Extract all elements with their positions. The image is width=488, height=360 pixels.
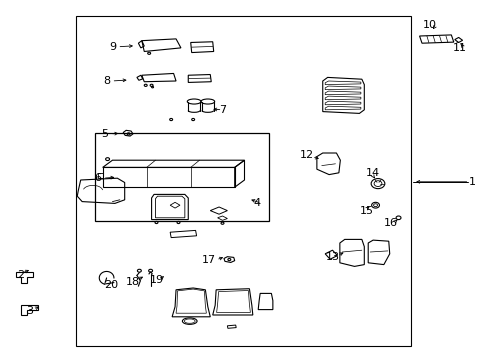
Bar: [95, 133, 268, 221]
Bar: [76, 16, 410, 346]
Text: 1: 1: [468, 177, 474, 187]
Text: 11: 11: [452, 42, 466, 53]
Text: 2: 2: [18, 270, 24, 280]
Text: 18: 18: [126, 277, 140, 287]
Text: 8: 8: [103, 76, 110, 86]
Text: 6: 6: [94, 173, 101, 183]
Text: 15: 15: [359, 206, 373, 216]
Text: 16: 16: [384, 218, 397, 228]
Text: 20: 20: [104, 280, 118, 290]
Text: 9: 9: [109, 42, 116, 52]
Text: 7: 7: [219, 105, 225, 115]
Text: 3: 3: [26, 306, 33, 316]
Text: 5: 5: [102, 129, 108, 139]
Text: 19: 19: [149, 275, 163, 285]
Text: 12: 12: [299, 150, 313, 160]
Text: 17: 17: [202, 255, 216, 265]
Text: 10: 10: [423, 20, 436, 30]
Text: 4: 4: [253, 198, 260, 208]
Text: 13: 13: [325, 252, 339, 262]
Text: 14: 14: [365, 168, 379, 178]
